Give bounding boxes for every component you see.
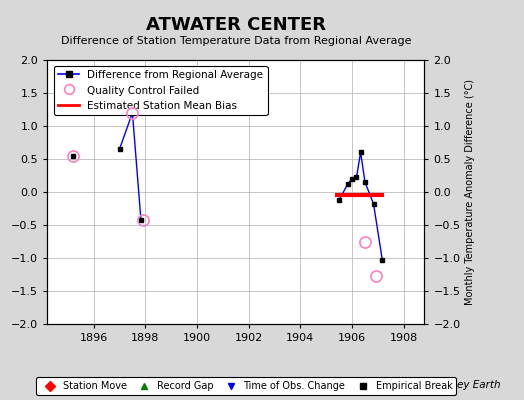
Text: Berkeley Earth: Berkeley Earth [424, 380, 500, 390]
Y-axis label: Monthly Temperature Anomaly Difference (°C): Monthly Temperature Anomaly Difference (… [465, 79, 475, 305]
Text: ATWATER CENTER: ATWATER CENTER [146, 16, 326, 34]
Legend: Difference from Regional Average, Quality Control Failed, Estimated Station Mean: Difference from Regional Average, Qualit… [54, 66, 268, 115]
Legend: Station Move, Record Gap, Time of Obs. Change, Empirical Break: Station Move, Record Gap, Time of Obs. C… [36, 377, 456, 395]
Text: Difference of Station Temperature Data from Regional Average: Difference of Station Temperature Data f… [61, 36, 411, 46]
